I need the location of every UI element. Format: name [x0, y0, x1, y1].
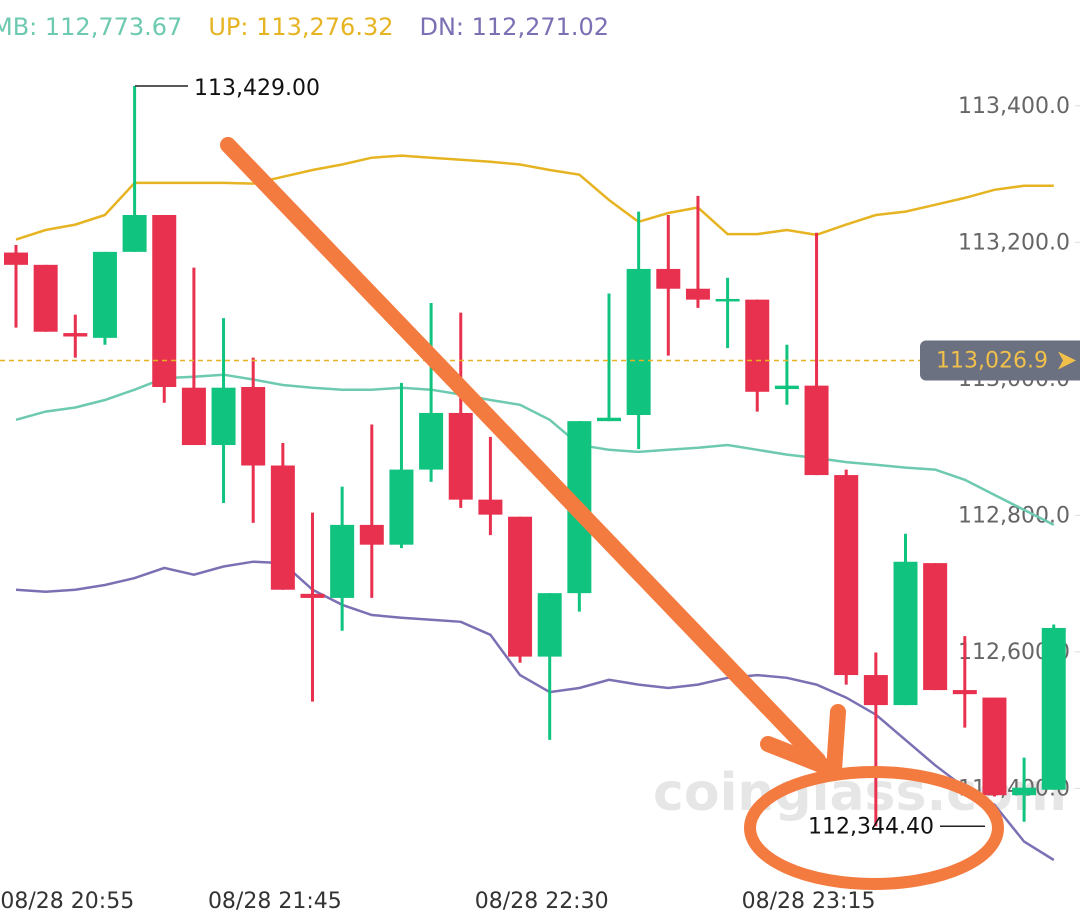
- candle-body: [478, 499, 503, 515]
- candle-body: [448, 412, 473, 500]
- candle-body: [419, 412, 444, 470]
- candle-body: [982, 697, 1007, 796]
- candle-body: [834, 475, 859, 676]
- candle-body: [804, 385, 829, 476]
- candle-body: [745, 299, 770, 392]
- candle-body: [152, 215, 177, 388]
- candles: [4, 86, 1066, 827]
- price-tag-arrow: [1058, 351, 1076, 370]
- price-tag-label: 113,026.9: [936, 348, 1048, 373]
- candle-body: [92, 251, 117, 338]
- candle-body: [1041, 627, 1066, 790]
- band-line: [15, 560, 1055, 862]
- candle-body: [181, 387, 206, 446]
- x-tick-label: 08/28 20:55: [0, 889, 134, 914]
- legend-entry: MB: 112,773.67: [0, 13, 182, 41]
- candle-body: [626, 268, 651, 415]
- candle-body: [33, 264, 58, 332]
- candle-body: [923, 563, 948, 691]
- candle-body: [715, 298, 740, 302]
- annotation-label: 112,344.40: [808, 814, 934, 839]
- legend-entry: DN: 112,271.02: [419, 13, 609, 41]
- legend-entry: UP: 113,276.32: [208, 13, 393, 41]
- price-tag: [920, 340, 1080, 381]
- ellipse: [744, 766, 1004, 890]
- candle-body: [863, 675, 888, 706]
- candle-body: [656, 268, 681, 289]
- x-tick-label: 08/28 23:15: [742, 889, 876, 914]
- x-tick-label: 08/28 22:30: [475, 889, 609, 914]
- candle-body: [300, 593, 325, 598]
- candle-body: [270, 465, 295, 590]
- candle-body: [63, 333, 88, 337]
- candle-body: [774, 385, 799, 390]
- candle-body: [685, 288, 710, 300]
- candle-body: [241, 387, 266, 466]
- arrow-shaft: [220, 137, 826, 768]
- candle-body: [122, 215, 147, 252]
- candle-body: [508, 516, 533, 657]
- y-tick-label: 113,200.0: [958, 230, 1070, 255]
- candle-body: [4, 252, 28, 265]
- band-line: [15, 154, 1054, 241]
- user-drawing: [220, 137, 1004, 890]
- band-line: [15, 373, 1055, 527]
- candle-body: [330, 524, 355, 598]
- candle-body: [359, 524, 384, 545]
- annotation-label: 113,429.00: [194, 76, 320, 101]
- candle-body: [1012, 787, 1037, 796]
- candle-body: [952, 690, 977, 695]
- candle-body: [211, 387, 236, 446]
- overlay: 113,429.00 112,344.40 113,026.9: [0, 76, 1080, 839]
- candle-body: [597, 417, 621, 422]
- x-tick-label: 08/28 21:45: [208, 889, 342, 914]
- legend: MB: 112,773.67 UP: 113,276.32 DN: 112,271.…: [0, 13, 609, 41]
- bands: [15, 154, 1055, 862]
- candle-body: [893, 561, 918, 706]
- candle-body: [537, 593, 562, 657]
- y-tick-label: 113,400.0: [958, 94, 1070, 119]
- candle-body: [389, 469, 414, 545]
